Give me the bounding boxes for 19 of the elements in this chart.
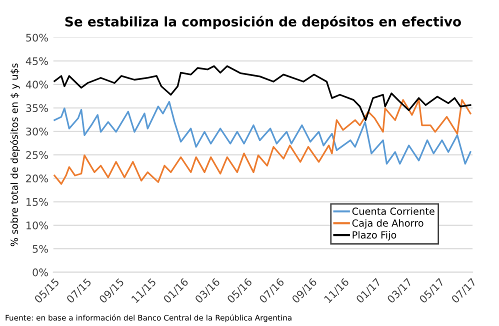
- y-tick-label: 40%: [26, 80, 48, 89]
- y-tick-label: 45%: [26, 57, 48, 66]
- y-tick-label: 30%: [26, 128, 48, 136]
- line-series: [54, 65, 472, 121]
- y-tick-label: 20%: [26, 174, 48, 182]
- y-tick-label: 0%: [32, 268, 48, 276]
- legend-label: Cuenta Corriente: [352, 207, 434, 215]
- y-tick-label: 50%: [26, 34, 48, 42]
- line-series: [54, 99, 472, 185]
- legend-label: Caja de Ahorro: [352, 219, 424, 229]
- line-series: [54, 100, 472, 165]
- y-tick-label: 35%: [26, 104, 48, 112]
- y-tick-label: 15%: [26, 198, 48, 206]
- chart-title: Se estabiliza la composición de depósitos en efectivo: [65, 16, 461, 30]
- legend-label: Plazo Fijo: [352, 231, 396, 240]
- y-tick-label: 5%: [32, 244, 48, 253]
- y-axis-title: % sobre total de depósitos en $ y u$s: [10, 64, 20, 246]
- y-tick-label: 10%: [26, 221, 48, 230]
- y-tick-label: 25%: [26, 151, 48, 159]
